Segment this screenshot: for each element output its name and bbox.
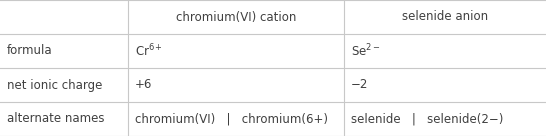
Text: chromium(VI) cation: chromium(VI) cation bbox=[176, 10, 296, 24]
Text: −2: −2 bbox=[351, 78, 368, 92]
Text: alternate names: alternate names bbox=[7, 112, 104, 126]
Text: net ionic charge: net ionic charge bbox=[7, 78, 102, 92]
Text: chromium(VI)   |   chromium(6+): chromium(VI) | chromium(6+) bbox=[135, 112, 328, 126]
Text: Cr$^{6+}$: Cr$^{6+}$ bbox=[135, 43, 163, 59]
Text: +6: +6 bbox=[135, 78, 152, 92]
Text: selenide anion: selenide anion bbox=[402, 10, 488, 24]
Text: Se$^{2-}$: Se$^{2-}$ bbox=[351, 43, 380, 59]
Text: formula: formula bbox=[7, 44, 52, 58]
Text: selenide   |   selenide(2−): selenide | selenide(2−) bbox=[351, 112, 503, 126]
